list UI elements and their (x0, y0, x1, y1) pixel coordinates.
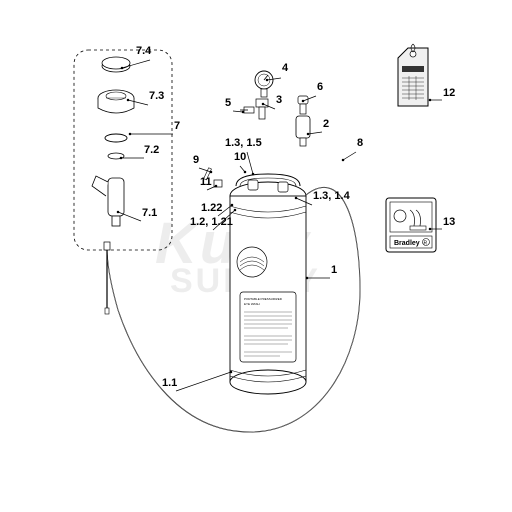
callout-11: 11 (200, 176, 212, 188)
fill-valve (296, 96, 310, 146)
callout-7-2: 7.2 (144, 144, 159, 156)
callout-5: 5 (225, 97, 231, 109)
pressure-gauge (255, 71, 273, 97)
callout-9: 9 (193, 154, 199, 166)
callout-7: 7 (174, 120, 180, 132)
callout-1-1: 1.1 (162, 377, 177, 389)
svg-text:PORTABLE PRESSURIZED: PORTABLE PRESSURIZED (244, 297, 283, 301)
callout-3: 3 (276, 94, 282, 106)
callout-6: 6 (317, 81, 323, 93)
callout-1: 1 (331, 264, 337, 276)
sign-brand: Bradley (394, 240, 420, 247)
svg-text:R: R (424, 241, 428, 247)
callout-1-22: 1.22 (201, 202, 222, 214)
drench-handle (92, 176, 124, 226)
inspection-tag (398, 44, 428, 106)
callout-7-4: 7.4 (136, 45, 151, 57)
callout-8: 8 (357, 137, 363, 149)
callout-13: 13 (443, 216, 455, 228)
spray-head (98, 90, 134, 113)
callout-7-1: 7.1 (142, 207, 157, 219)
eyewash-sign: Bradley R (386, 198, 436, 252)
callout-4: 4 (282, 62, 288, 74)
callout-10: 10 (234, 151, 246, 163)
callout-2: 2 (323, 118, 329, 130)
callout-1-3--1-5: 1.3, 1.5 (225, 137, 262, 149)
tank: PORTABLE PRESSURIZED EYE WASH (230, 174, 306, 394)
callout-7-3: 7.3 (149, 90, 164, 102)
callout-1-2--1-21: 1.2, 1.21 (190, 216, 233, 228)
callout-1-3--1-4: 1.3, 1.4 (313, 190, 350, 202)
svg-text:EYE WASH: EYE WASH (244, 302, 260, 306)
relief-valve (240, 99, 268, 119)
parts-diagram: Kully SUPPLY (0, 0, 512, 512)
wand (104, 242, 110, 314)
callout-12: 12 (443, 87, 455, 99)
diagram-svg: PORTABLE PRESSURIZED EYE WASH (0, 0, 512, 512)
